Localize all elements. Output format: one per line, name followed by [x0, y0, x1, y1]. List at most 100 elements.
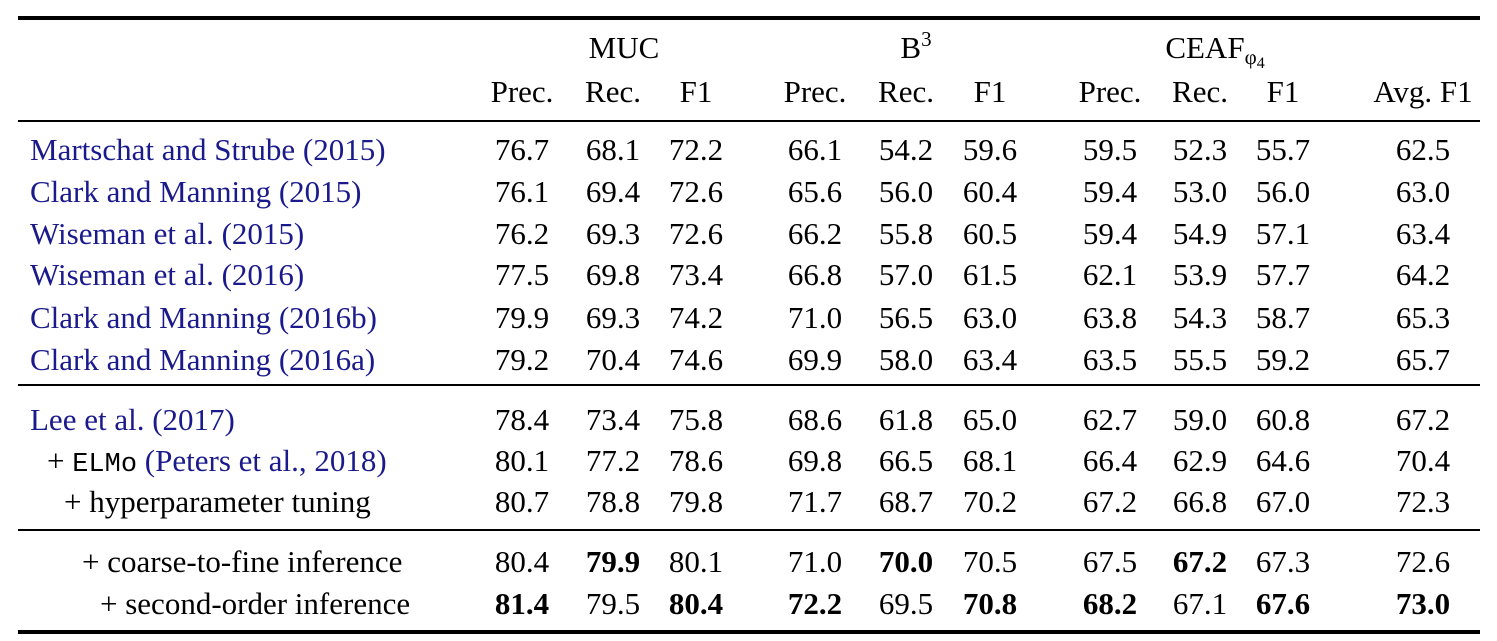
- cell: 78.4: [494, 402, 550, 437]
- rule: [18, 529, 1480, 531]
- cell: 74.6: [668, 342, 724, 377]
- cell: 58.0: [878, 342, 934, 377]
- cell: 59.2: [1255, 342, 1311, 377]
- cell: 72.6: [668, 174, 724, 209]
- row-label: + ELMo (Peters et al., 2018): [47, 443, 387, 483]
- label-part: +: [47, 443, 73, 478]
- cell: 68.1: [962, 443, 1018, 478]
- cell: 53.0: [1172, 174, 1228, 209]
- cell: 62.1: [1082, 257, 1138, 292]
- cell: 67.1: [1172, 586, 1228, 621]
- label-part: Wiseman et al. (2016): [30, 257, 305, 292]
- cell: 70.8: [962, 586, 1018, 621]
- cell: 57.0: [878, 257, 934, 292]
- column-header: Avg. F1: [1373, 74, 1473, 109]
- group-header: MUC: [589, 30, 660, 66]
- cell: 70.0: [878, 544, 934, 579]
- cell: 54.9: [1172, 216, 1228, 251]
- cell: 68.1: [585, 132, 641, 167]
- cell: 65.0: [962, 402, 1018, 437]
- cell: 54.2: [878, 132, 934, 167]
- row-label: Martschat and Strube (2015): [30, 132, 386, 168]
- cell: 59.4: [1082, 216, 1138, 251]
- cell: 63.5: [1082, 342, 1138, 377]
- cell: 57.7: [1255, 257, 1311, 292]
- cell: 62.9: [1172, 443, 1228, 478]
- label-part: + hyperparameter tuning: [64, 484, 371, 519]
- cell: 59.0: [1172, 402, 1228, 437]
- cell: 55.8: [878, 216, 934, 251]
- cell: 56.5: [878, 300, 934, 335]
- cell: 65.3: [1395, 300, 1451, 335]
- rule: [18, 120, 1480, 122]
- cell: 66.1: [787, 132, 843, 167]
- label-part: Clark and Manning (2016b): [30, 300, 377, 335]
- cell: 69.3: [585, 300, 641, 335]
- cell: 52.3: [1172, 132, 1228, 167]
- cell: 72.6: [1395, 544, 1451, 579]
- cell: 63.4: [962, 342, 1018, 377]
- cell: 57.1: [1255, 216, 1311, 251]
- cell: 70.2: [962, 484, 1018, 519]
- column-header: F1: [679, 74, 713, 109]
- label-part: ELMo: [72, 450, 138, 480]
- label-part: Clark and Manning (2016a): [30, 342, 376, 377]
- subscript: φ4: [1244, 45, 1265, 72]
- cell: 59.5: [1082, 132, 1138, 167]
- cell: 80.4: [494, 544, 550, 579]
- row-label: Clark and Manning (2016b): [30, 300, 377, 336]
- cell: 68.6: [787, 402, 843, 437]
- group-name: MUC: [588, 30, 660, 65]
- row-label: Lee et al. (2017): [30, 402, 235, 438]
- row-label: + coarse-to-fine inference: [82, 544, 402, 580]
- subscript: 4: [1256, 55, 1265, 72]
- column-header: Prec.: [1078, 74, 1142, 109]
- label-part: Martschat and Strube (2015): [30, 132, 386, 167]
- cell: 66.8: [1172, 484, 1228, 519]
- cell: 53.9: [1172, 257, 1228, 292]
- cell: 72.2: [787, 586, 843, 621]
- cell: 79.9: [494, 300, 550, 335]
- cell: 67.6: [1255, 586, 1311, 621]
- cell: 61.5: [962, 257, 1018, 292]
- label-part: Clark and Manning (2015): [30, 174, 362, 209]
- cell: 78.8: [585, 484, 641, 519]
- cell: 69.5: [878, 586, 934, 621]
- cell: 69.8: [585, 257, 641, 292]
- cell: 54.3: [1172, 300, 1228, 335]
- cell: 79.2: [494, 342, 550, 377]
- row-label: Clark and Manning (2015): [30, 174, 361, 210]
- cell: 65.6: [787, 174, 843, 209]
- cell: 65.7: [1395, 342, 1451, 377]
- cell: 63.0: [1395, 174, 1451, 209]
- group-header: B3: [900, 29, 931, 66]
- cell: 80.4: [668, 586, 724, 621]
- row-label: Wiseman et al. (2015): [30, 216, 304, 252]
- row-label: Wiseman et al. (2016): [30, 257, 304, 293]
- cell: 69.4: [585, 174, 641, 209]
- cell: 72.6: [668, 216, 724, 251]
- cell: 63.4: [1395, 216, 1451, 251]
- rule: [18, 16, 1480, 20]
- cell: 77.5: [494, 257, 550, 292]
- label-part: Lee et al. (2017): [30, 402, 235, 437]
- cell: 67.5: [1082, 544, 1138, 579]
- cell: 60.4: [962, 174, 1018, 209]
- column-header: Rec.: [878, 74, 934, 109]
- group-name: CEAF: [1165, 30, 1245, 65]
- cell: 69.8: [787, 443, 843, 478]
- cell: 64.2: [1395, 257, 1451, 292]
- cell: 67.0: [1255, 484, 1311, 519]
- cell: 58.7: [1255, 300, 1311, 335]
- cell: 79.8: [668, 484, 724, 519]
- cell: 76.7: [494, 132, 550, 167]
- cell: 60.8: [1255, 402, 1311, 437]
- cell: 80.1: [494, 443, 550, 478]
- rule: [18, 384, 1480, 386]
- cell: 67.2: [1395, 402, 1451, 437]
- cell: 76.2: [494, 216, 550, 251]
- cell: 69.3: [585, 216, 641, 251]
- cell: 80.7: [494, 484, 550, 519]
- cell: 80.1: [668, 544, 724, 579]
